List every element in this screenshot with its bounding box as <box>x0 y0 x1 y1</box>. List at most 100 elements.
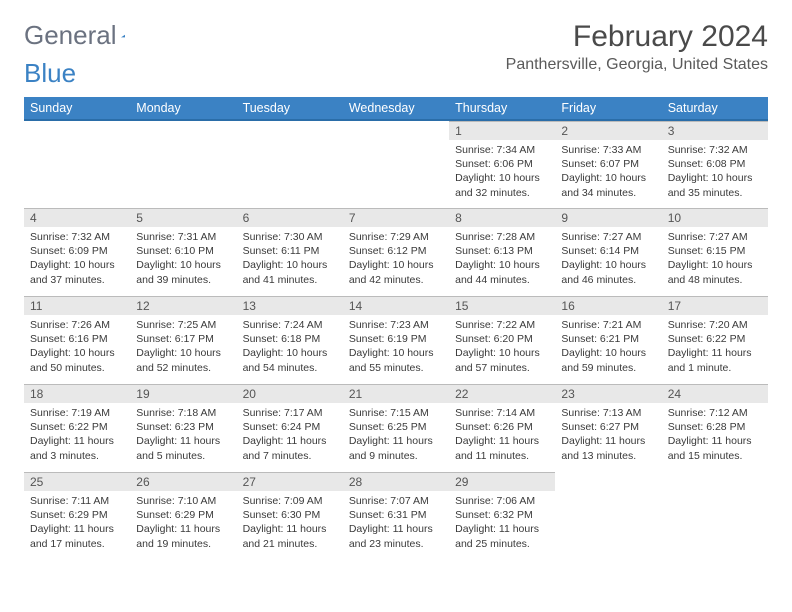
logo: General <box>24 20 147 51</box>
day-info: Sunrise: 7:18 AMSunset: 6:23 PMDaylight:… <box>130 403 236 469</box>
day-number: 27 <box>237 472 343 491</box>
day-cell: 28Sunrise: 7:07 AMSunset: 6:31 PMDayligh… <box>343 472 449 560</box>
day-number: 3 <box>662 121 768 140</box>
day-cell: 25Sunrise: 7:11 AMSunset: 6:29 PMDayligh… <box>24 472 130 560</box>
day-cell: 6Sunrise: 7:30 AMSunset: 6:11 PMDaylight… <box>237 208 343 296</box>
day-info: Sunrise: 7:33 AMSunset: 6:07 PMDaylight:… <box>555 140 661 206</box>
day-info: Sunrise: 7:31 AMSunset: 6:10 PMDaylight:… <box>130 227 236 293</box>
day-cell: 15Sunrise: 7:22 AMSunset: 6:20 PMDayligh… <box>449 296 555 384</box>
day-number: 26 <box>130 472 236 491</box>
day-number: 29 <box>449 472 555 491</box>
day-number: 17 <box>662 296 768 315</box>
day-number: 9 <box>555 208 661 227</box>
day-info: Sunrise: 7:30 AMSunset: 6:11 PMDaylight:… <box>237 227 343 293</box>
weekday-header: Monday <box>130 97 236 120</box>
day-info: Sunrise: 7:24 AMSunset: 6:18 PMDaylight:… <box>237 315 343 381</box>
day-cell: 22Sunrise: 7:14 AMSunset: 6:26 PMDayligh… <box>449 384 555 472</box>
calendar-table: SundayMondayTuesdayWednesdayThursdayFrid… <box>24 97 768 560</box>
weekday-header: Friday <box>555 97 661 120</box>
day-info: Sunrise: 7:27 AMSunset: 6:14 PMDaylight:… <box>555 227 661 293</box>
day-info: Sunrise: 7:25 AMSunset: 6:17 PMDaylight:… <box>130 315 236 381</box>
day-cell: 27Sunrise: 7:09 AMSunset: 6:30 PMDayligh… <box>237 472 343 560</box>
day-cell: 26Sunrise: 7:10 AMSunset: 6:29 PMDayligh… <box>130 472 236 560</box>
calendar-row: 25Sunrise: 7:11 AMSunset: 6:29 PMDayligh… <box>24 472 768 560</box>
day-number: 23 <box>555 384 661 403</box>
day-cell: 24Sunrise: 7:12 AMSunset: 6:28 PMDayligh… <box>662 384 768 472</box>
day-info: Sunrise: 7:06 AMSunset: 6:32 PMDaylight:… <box>449 491 555 557</box>
day-cell: 4Sunrise: 7:32 AMSunset: 6:09 PMDaylight… <box>24 208 130 296</box>
day-number: 5 <box>130 208 236 227</box>
logo-text-1: General <box>24 20 117 51</box>
day-number: 15 <box>449 296 555 315</box>
day-cell: 20Sunrise: 7:17 AMSunset: 6:24 PMDayligh… <box>237 384 343 472</box>
day-number: 22 <box>449 384 555 403</box>
day-number: 18 <box>24 384 130 403</box>
empty-cell <box>555 472 661 560</box>
weekday-header: Tuesday <box>237 97 343 120</box>
day-info: Sunrise: 7:17 AMSunset: 6:24 PMDaylight:… <box>237 403 343 469</box>
day-cell: 29Sunrise: 7:06 AMSunset: 6:32 PMDayligh… <box>449 472 555 560</box>
day-number: 25 <box>24 472 130 491</box>
day-info: Sunrise: 7:13 AMSunset: 6:27 PMDaylight:… <box>555 403 661 469</box>
day-number: 12 <box>130 296 236 315</box>
day-info: Sunrise: 7:34 AMSunset: 6:06 PMDaylight:… <box>449 140 555 206</box>
day-cell: 17Sunrise: 7:20 AMSunset: 6:22 PMDayligh… <box>662 296 768 384</box>
day-cell: 10Sunrise: 7:27 AMSunset: 6:15 PMDayligh… <box>662 208 768 296</box>
day-cell: 19Sunrise: 7:18 AMSunset: 6:23 PMDayligh… <box>130 384 236 472</box>
day-number: 21 <box>343 384 449 403</box>
empty-cell <box>662 472 768 560</box>
day-number: 6 <box>237 208 343 227</box>
logo-triangle-icon <box>121 26 126 46</box>
day-number: 14 <box>343 296 449 315</box>
day-info: Sunrise: 7:23 AMSunset: 6:19 PMDaylight:… <box>343 315 449 381</box>
empty-cell <box>237 120 343 208</box>
day-number: 1 <box>449 121 555 140</box>
day-number: 8 <box>449 208 555 227</box>
day-info: Sunrise: 7:10 AMSunset: 6:29 PMDaylight:… <box>130 491 236 557</box>
day-number: 19 <box>130 384 236 403</box>
day-info: Sunrise: 7:19 AMSunset: 6:22 PMDaylight:… <box>24 403 130 469</box>
calendar-row: 4Sunrise: 7:32 AMSunset: 6:09 PMDaylight… <box>24 208 768 296</box>
day-number: 24 <box>662 384 768 403</box>
day-info: Sunrise: 7:14 AMSunset: 6:26 PMDaylight:… <box>449 403 555 469</box>
empty-cell <box>24 120 130 208</box>
day-info: Sunrise: 7:12 AMSunset: 6:28 PMDaylight:… <box>662 403 768 469</box>
weekday-header: Wednesday <box>343 97 449 120</box>
month-title: February 2024 <box>506 20 768 54</box>
day-cell: 11Sunrise: 7:26 AMSunset: 6:16 PMDayligh… <box>24 296 130 384</box>
day-info: Sunrise: 7:28 AMSunset: 6:13 PMDaylight:… <box>449 227 555 293</box>
day-info: Sunrise: 7:32 AMSunset: 6:08 PMDaylight:… <box>662 140 768 206</box>
day-cell: 16Sunrise: 7:21 AMSunset: 6:21 PMDayligh… <box>555 296 661 384</box>
day-cell: 7Sunrise: 7:29 AMSunset: 6:12 PMDaylight… <box>343 208 449 296</box>
day-cell: 8Sunrise: 7:28 AMSunset: 6:13 PMDaylight… <box>449 208 555 296</box>
day-cell: 5Sunrise: 7:31 AMSunset: 6:10 PMDaylight… <box>130 208 236 296</box>
day-number: 20 <box>237 384 343 403</box>
day-info: Sunrise: 7:32 AMSunset: 6:09 PMDaylight:… <box>24 227 130 293</box>
day-info: Sunrise: 7:22 AMSunset: 6:20 PMDaylight:… <box>449 315 555 381</box>
weekday-header-row: SundayMondayTuesdayWednesdayThursdayFrid… <box>24 97 768 120</box>
day-info: Sunrise: 7:27 AMSunset: 6:15 PMDaylight:… <box>662 227 768 293</box>
day-info: Sunrise: 7:15 AMSunset: 6:25 PMDaylight:… <box>343 403 449 469</box>
day-number: 10 <box>662 208 768 227</box>
weekday-header: Saturday <box>662 97 768 120</box>
day-info: Sunrise: 7:21 AMSunset: 6:21 PMDaylight:… <box>555 315 661 381</box>
day-cell: 1Sunrise: 7:34 AMSunset: 6:06 PMDaylight… <box>449 120 555 208</box>
day-cell: 3Sunrise: 7:32 AMSunset: 6:08 PMDaylight… <box>662 120 768 208</box>
day-info: Sunrise: 7:11 AMSunset: 6:29 PMDaylight:… <box>24 491 130 557</box>
day-number: 2 <box>555 121 661 140</box>
day-number: 4 <box>24 208 130 227</box>
calendar-row: 18Sunrise: 7:19 AMSunset: 6:22 PMDayligh… <box>24 384 768 472</box>
day-cell: 21Sunrise: 7:15 AMSunset: 6:25 PMDayligh… <box>343 384 449 472</box>
weekday-header: Sunday <box>24 97 130 120</box>
empty-cell <box>343 120 449 208</box>
day-cell: 12Sunrise: 7:25 AMSunset: 6:17 PMDayligh… <box>130 296 236 384</box>
day-info: Sunrise: 7:09 AMSunset: 6:30 PMDaylight:… <box>237 491 343 557</box>
day-info: Sunrise: 7:20 AMSunset: 6:22 PMDaylight:… <box>662 315 768 381</box>
empty-cell <box>130 120 236 208</box>
day-info: Sunrise: 7:29 AMSunset: 6:12 PMDaylight:… <box>343 227 449 293</box>
day-number: 16 <box>555 296 661 315</box>
day-number: 13 <box>237 296 343 315</box>
day-info: Sunrise: 7:26 AMSunset: 6:16 PMDaylight:… <box>24 315 130 381</box>
day-cell: 18Sunrise: 7:19 AMSunset: 6:22 PMDayligh… <box>24 384 130 472</box>
calendar-body: 1Sunrise: 7:34 AMSunset: 6:06 PMDaylight… <box>24 120 768 560</box>
